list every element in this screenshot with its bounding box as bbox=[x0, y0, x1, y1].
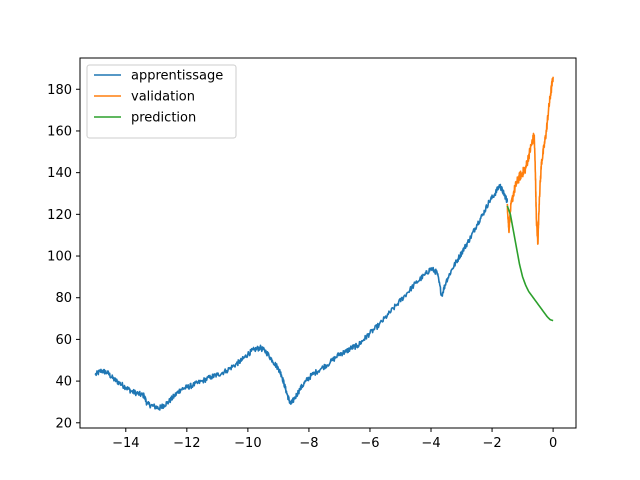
y-tick-label: 160 bbox=[47, 124, 72, 139]
y-tick-label: 80 bbox=[55, 291, 72, 306]
legend-box bbox=[86, 64, 237, 139]
y-tick-label: 180 bbox=[47, 83, 72, 98]
x-tick-label: −8 bbox=[299, 436, 318, 451]
y-tick-label: 120 bbox=[47, 208, 72, 223]
series-line-prediction bbox=[506, 205, 554, 322]
x-tick-label: −4 bbox=[421, 436, 440, 451]
y-axis: 20 40 60 80 100 120 140 160 180 bbox=[47, 83, 80, 431]
series-line-validation bbox=[506, 76, 554, 245]
y-tick-label: 40 bbox=[55, 375, 72, 390]
legend-label-apprentissage: apprentissage bbox=[131, 69, 223, 84]
x-tick-label: −14 bbox=[112, 436, 139, 451]
plot-frame bbox=[79, 57, 577, 429]
y-tick-label: 140 bbox=[47, 166, 72, 181]
y-tick-label: 60 bbox=[55, 333, 72, 348]
series-layer bbox=[94, 76, 554, 411]
x-axis: −14 −12 −10 −8 −6 −4 −2 0 bbox=[112, 428, 557, 451]
x-tick-label: −2 bbox=[482, 436, 501, 451]
legend-label-prediction: prediction bbox=[131, 111, 196, 126]
series-line-apprentissage bbox=[94, 183, 509, 411]
x-tick-label: −10 bbox=[234, 436, 261, 451]
y-tick-label: 100 bbox=[47, 250, 72, 265]
x-tick-label: −12 bbox=[173, 436, 200, 451]
y-tick-label: 20 bbox=[55, 416, 72, 431]
legend: apprentissage validation prediction bbox=[86, 64, 237, 139]
x-tick-label: −6 bbox=[360, 436, 379, 451]
x-tick-label: 0 bbox=[549, 436, 557, 451]
legend-label-validation: validation bbox=[131, 90, 195, 105]
